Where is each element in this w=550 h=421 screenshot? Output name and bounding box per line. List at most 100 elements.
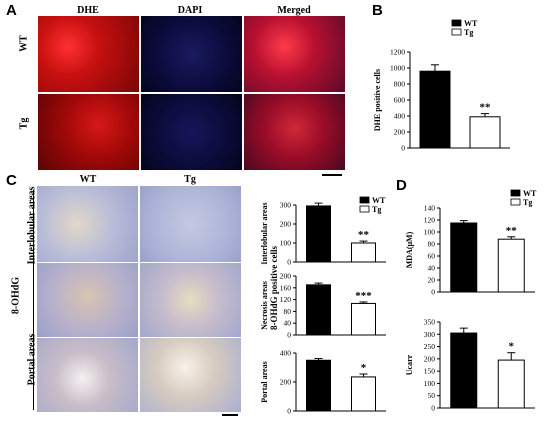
significance-label: ** xyxy=(358,229,370,241)
y-tick-label: 140 xyxy=(424,204,436,213)
y-tick-label: 0 xyxy=(401,144,405,153)
panel-a-label: A xyxy=(6,2,17,19)
significance-label: ** xyxy=(506,225,518,237)
bar-tg xyxy=(351,376,376,412)
y-tick-label: 80 xyxy=(428,240,436,249)
y-axis-label: MDA(μM) xyxy=(405,231,414,268)
y-tick-label: 40 xyxy=(428,264,436,273)
micrograph-dapi-wt xyxy=(141,16,242,92)
legend-swatch-wt xyxy=(451,19,462,27)
y-tick-label: 0 xyxy=(287,258,291,267)
scale-bar-a xyxy=(322,174,342,176)
col-title-dapi: DAPI xyxy=(177,5,203,16)
row-bracket xyxy=(33,190,34,410)
y-tick-label: 1200 xyxy=(390,48,405,57)
y-axis-label: Necrosis areas xyxy=(260,281,269,330)
legend-label-wt: WT xyxy=(464,19,478,28)
y-tick-label: 0 xyxy=(287,407,291,416)
y-tick-label: 0 xyxy=(431,288,435,297)
micrograph-ihc-interlobular-wt xyxy=(37,186,138,262)
y-tick-label: 0 xyxy=(431,404,435,413)
y-tick-label: 20 xyxy=(428,276,436,285)
y-tick-label: 200 xyxy=(394,128,406,137)
y-tick-label: 60 xyxy=(428,252,436,261)
y-tick-label: 400 xyxy=(394,112,406,121)
y-tick-label: 100 xyxy=(280,239,292,248)
micrograph-ihc-necrosis-tg xyxy=(140,263,241,337)
y-axis-label: Portal areas xyxy=(260,361,269,402)
y-tick-label: 160 xyxy=(280,283,292,292)
y-tick-label: 40 xyxy=(284,319,292,328)
micrograph-dapi-tg xyxy=(141,94,242,170)
y-tick-label: 120 xyxy=(280,295,292,304)
y-tick-label: 200 xyxy=(280,272,292,281)
y-tick-label: 800 xyxy=(394,80,406,89)
significance-label: *** xyxy=(355,290,372,302)
chart-c3: 0 200 400 Portal areas * xyxy=(260,349,386,416)
legend-swatch-wt xyxy=(359,196,370,204)
y-tick-label: 100 xyxy=(424,228,436,237)
micrograph-merged-wt xyxy=(244,16,345,92)
legend-swatch-tg xyxy=(451,28,462,36)
micrograph-merged-tg xyxy=(244,94,345,170)
bar-wt xyxy=(450,332,478,409)
col-title-tg-c: Tg xyxy=(184,174,196,185)
significance-label: * xyxy=(509,341,515,353)
bar-wt xyxy=(306,205,331,263)
bar-tg xyxy=(497,359,525,409)
chart-c2: 0 40 80 120 160 200 Necrosis areas *** xyxy=(260,272,386,340)
micrograph-ihc-portal-wt xyxy=(37,338,138,412)
bar-wt xyxy=(419,70,451,149)
bar-wt xyxy=(306,284,331,336)
y-tick-label: 100 xyxy=(424,379,436,388)
bar-tg xyxy=(497,238,525,293)
micrograph-ihc-necrosis-wt xyxy=(37,263,138,337)
legend-label-wt: WT xyxy=(523,189,537,198)
y-tick-label: 400 xyxy=(280,349,292,358)
y-tick-label: 200 xyxy=(280,378,292,387)
bar-tg xyxy=(469,116,501,149)
col-title-merged: Merged xyxy=(277,5,311,16)
significance-label: * xyxy=(361,362,367,374)
y-tick-label: 200 xyxy=(280,220,292,229)
legend-swatch-wt xyxy=(510,189,521,197)
legend-label-tg: Tg xyxy=(372,205,381,214)
y-tick-label: 200 xyxy=(424,354,436,363)
y-axis-label: DHE positive cells xyxy=(373,69,382,131)
y-tick-label: 50 xyxy=(428,391,436,400)
panel-c-label: C xyxy=(6,172,17,189)
bar-wt xyxy=(306,359,331,412)
micrograph-ihc-portal-tg xyxy=(140,338,241,412)
legend-swatch-tg xyxy=(510,198,521,206)
micrograph-ihc-interlobular-tg xyxy=(140,186,241,262)
micrograph-dhe-wt xyxy=(38,16,139,92)
y-tick-label: 600 xyxy=(394,96,406,105)
col-title-wt-c: WT xyxy=(79,174,97,185)
legend-label-wt: WT xyxy=(372,196,386,205)
significance-label: ** xyxy=(480,102,492,114)
y-tick-label: 80 xyxy=(284,307,292,316)
legend-swatch-tg xyxy=(359,205,370,213)
y-tick-label: 120 xyxy=(424,216,436,225)
y-tick-label: 300 xyxy=(280,201,292,210)
bar-tg xyxy=(351,242,376,263)
y-tick-label: 150 xyxy=(424,367,436,376)
col-title-dhe: DHE xyxy=(77,5,99,16)
y-tick-label: 1000 xyxy=(390,64,405,73)
legend-label-tg: Tg xyxy=(464,28,473,37)
chart-b: 0 200 400 600 800 1000 1200 DHE positive cells *… xyxy=(373,19,510,153)
panel-d-label: D xyxy=(396,177,407,194)
chart-d2: 0 50 100 150 200 250 300 350 Ucarr * xyxy=(405,318,535,413)
bar-wt xyxy=(450,222,478,293)
y-axis-label: Ucarr xyxy=(405,354,414,375)
panel-b-label: B xyxy=(372,2,383,19)
y-tick-label: 0 xyxy=(287,331,291,340)
scale-bar-c xyxy=(222,414,238,416)
bar-tg xyxy=(351,302,376,336)
y-tick-label: 250 xyxy=(424,342,436,351)
y-tick-label: 300 xyxy=(424,330,436,339)
y-axis-label: Interlobular areas xyxy=(260,202,269,264)
